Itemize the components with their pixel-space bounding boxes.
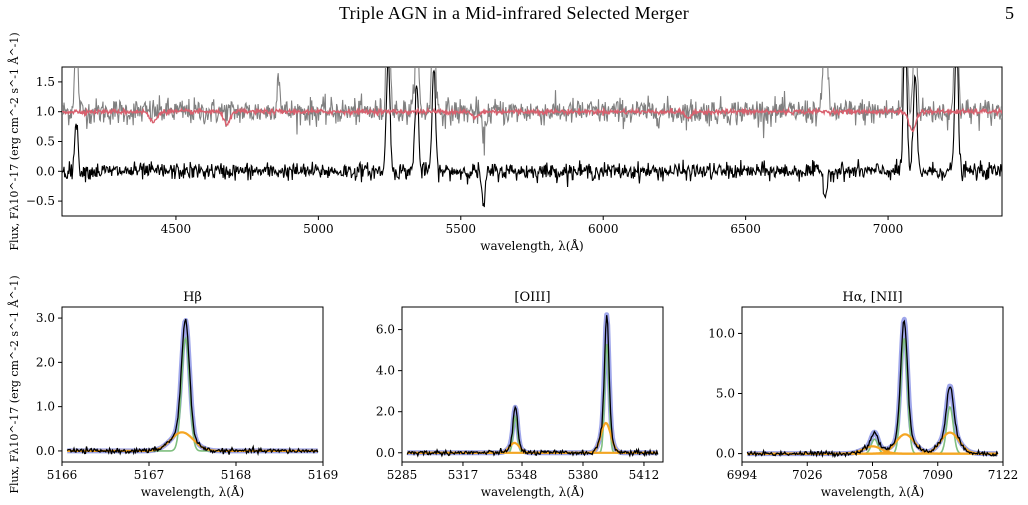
plot-frame [61,66,1003,217]
x-tick-label: 5500 [446,222,477,236]
broad-component-line [407,421,658,454]
x-tick-label: 4500 [161,222,192,236]
y-tick-label: 0.0 [376,446,395,460]
total-model-line [745,316,1000,457]
running-title: Triple AGN in a Mid-infrared Selected Me… [338,3,690,23]
y-tick-label: 2.0 [36,355,55,369]
data-line [746,319,999,459]
y-tick-label: 0.0 [716,447,735,461]
page-number: 5 [1005,3,1014,23]
y-tick-label: 0.0 [36,444,55,458]
plot-frame [401,306,664,463]
x-tick-label: 5412 [629,468,660,482]
x-tick-label: 6500 [730,222,761,236]
narrow-component-line [407,414,658,454]
model-series [62,106,1002,133]
y-tick-label: 10.0 [708,326,735,340]
broad-component-line [747,431,998,455]
y-tick-label: 1.5 [36,75,55,89]
chart-3: 6994 7026 7058 7090 7122 0.0 5.0 10.0 wavelength… [708,290,1018,499]
y-tick-label: 6.0 [376,323,395,337]
x-axis-label: wavelength, λ(Å) [480,238,583,253]
y-tick-label: 3.0 [36,311,55,325]
x-tick-label: 7122 [988,468,1019,482]
plot-frame [61,306,324,463]
spectrum-series [62,67,1002,156]
y-tick-label: 2.0 [376,405,395,419]
narrow-component-line [407,344,658,454]
x-tick-label: 6994 [727,468,758,482]
total-model-line [405,312,660,456]
y-tick-label: 5.0 [716,387,735,401]
panel-title: Hα, [NII] [842,290,902,305]
y-tick-label: −0.5 [26,194,55,208]
x-tick-label: 7000 [873,222,904,236]
x-axis-label: wavelength, λ(Å) [481,484,584,499]
y-tick-label: 0.5 [36,135,55,149]
x-tick-label: 5169 [308,468,339,482]
y-tick-label: 1.0 [36,400,55,414]
panel-title: Hβ [183,290,202,305]
x-tick-label: 7026 [792,468,823,482]
x-axis-label: wavelength, λ(Å) [141,484,244,499]
y-axis-label: Flux, Fλ10^-17 (erg cm^-2 s^-1 Å^-1) [7,275,21,493]
x-tick-label: 7090 [922,468,953,482]
x-tick-label: 5000 [303,222,334,236]
data-line [406,315,659,458]
x-tick-label: 6000 [588,222,619,236]
x-tick-label: 7058 [857,468,888,482]
y-tick-label: 1.0 [36,105,55,119]
y-axis-label: Flux, Fλ10^-17 (erg cm^-2 s^-1 Å^-1) [7,32,21,250]
y-tick-label: 4.0 [376,364,395,378]
panel-title: [OIII] [514,290,550,305]
chart-2: 5285 5317 5348 5380 5412 0.0 2.0 4.0 6.0 waveleng… [376,290,664,499]
data-line [66,318,319,457]
x-tick-label: 5348 [507,468,538,482]
x-tick-label: 5166 [47,468,78,482]
y-tick-label: 0.0 [36,164,55,178]
chart-1: 5166 5167 5168 5169 0.0 1.0 2.0 3.0 wavelength, … [7,275,338,499]
x-tick-label: 5285 [387,468,418,482]
x-tick-label: 5168 [221,468,252,482]
x-tick-label: 5167 [134,468,165,482]
x-tick-label: 5380 [568,468,599,482]
chart-0: 4500 5000 5500 6000 6500 7000 −0.5 0.0 0.5 1.0 1.5… [7,32,1003,253]
x-axis-label: wavelength, λ(Å) [821,484,924,499]
residual-series [62,67,1002,208]
x-tick-label: 5317 [448,468,479,482]
